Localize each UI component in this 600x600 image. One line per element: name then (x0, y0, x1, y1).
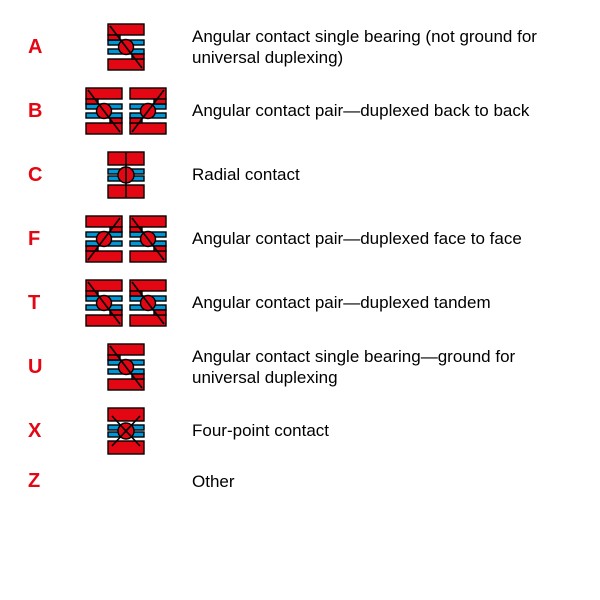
bearing-icon-cell (70, 342, 182, 392)
description-text: Angular contact single bearing—ground fo… (182, 346, 580, 389)
bearing-pair-tandem-icon (82, 278, 170, 328)
code-letter: X (28, 420, 70, 443)
bearing-icon-cell (70, 22, 182, 72)
code-letter: F (28, 228, 70, 251)
description-text: Four-point contact (182, 420, 580, 441)
bearing-single-universal-icon (104, 342, 148, 392)
bearing-single-radial-icon (104, 150, 148, 200)
description-text: Angular contact pair—duplexed tandem (182, 292, 580, 313)
description-text: Angular contact pair—duplexed face to fa… (182, 228, 580, 249)
bearing-single-fourpoint-icon (104, 406, 148, 456)
description-text: Angular contact pair—duplexed back to ba… (182, 100, 580, 121)
code-letter: B (28, 100, 70, 123)
legend-row: B (28, 86, 580, 136)
code-letter: U (28, 356, 70, 379)
code-letter: Z (28, 470, 70, 493)
legend-row: C Radial contact (28, 150, 580, 200)
bearing-icon-cell (70, 278, 182, 328)
bearing-icon-cell (70, 214, 182, 264)
legend-row: U Angular contact single bearing—ground … (28, 342, 580, 392)
legend-row: A Angular contact single bearing (not gr… (28, 22, 580, 72)
legend-row: F (28, 214, 580, 264)
description-text: Radial contact (182, 164, 580, 185)
bearing-single-angular-icon (104, 22, 148, 72)
bearing-pair-back-to-back-icon (82, 86, 170, 136)
code-letter: T (28, 292, 70, 315)
legend-row: Z Other (28, 470, 580, 493)
legend-row: T (28, 278, 580, 328)
description-text: Angular contact single bearing (not grou… (182, 26, 580, 69)
bearing-icon-cell (70, 86, 182, 136)
code-letter: A (28, 36, 70, 59)
bearing-icon-cell (70, 150, 182, 200)
legend-row: X Four-point contact (28, 406, 580, 456)
description-text: Other (182, 471, 580, 492)
bearing-pair-face-to-face-icon (82, 214, 170, 264)
bearing-icon-cell (70, 406, 182, 456)
code-letter: C (28, 164, 70, 187)
